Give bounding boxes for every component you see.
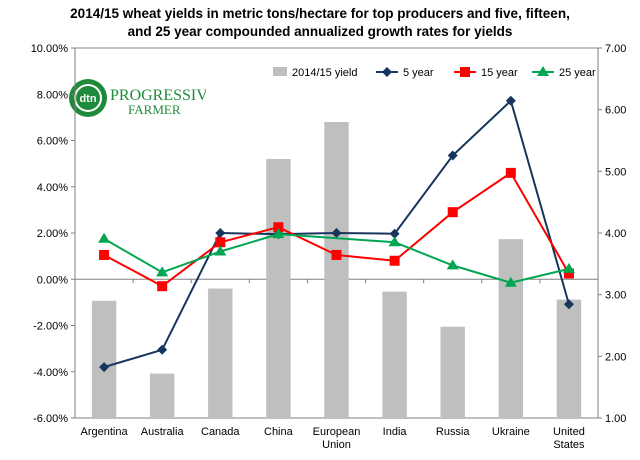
- marker-5-year: [505, 95, 516, 106]
- svg-text:dtn: dtn: [79, 93, 96, 105]
- marker-5-year: [331, 228, 342, 238]
- marker-15-year: [331, 249, 342, 260]
- left-axis-tick-label: 0.00%: [37, 274, 68, 286]
- category-label: India: [383, 426, 408, 438]
- marker-15-year: [447, 207, 458, 218]
- legend-label-15-year: 15 year: [481, 67, 518, 79]
- category-label: Canada: [201, 426, 240, 438]
- category-label: United: [553, 426, 585, 438]
- marker-15-year: [389, 255, 400, 266]
- category-label: Russia: [436, 426, 471, 438]
- category-label: China: [264, 426, 294, 438]
- right-axis-tick-label: 6.00: [605, 105, 626, 117]
- marker-25-year: [562, 262, 575, 273]
- left-axis-tick-label: -2.00%: [33, 321, 68, 333]
- left-axis-tick-label: 2.00%: [37, 228, 68, 240]
- right-axis-tick-label: 7.00: [605, 43, 626, 55]
- marker-5-year: [563, 299, 574, 310]
- marker-15-year: [99, 249, 110, 260]
- right-axis-tick-label: 3.00: [605, 290, 626, 302]
- marker-25-year: [98, 232, 111, 243]
- svg-text:PROGRESSIVE: PROGRESSIVE: [110, 87, 206, 104]
- left-axis-tick-label: 10.00%: [31, 43, 69, 55]
- marker-25-year: [156, 266, 169, 277]
- legend-marker-25-year: [537, 66, 549, 76]
- legend-marker-15-year: [460, 67, 470, 77]
- bar-2014-15-yield: [440, 326, 465, 418]
- category-label: Union: [322, 439, 351, 451]
- left-axis-tick-label: -4.00%: [33, 367, 68, 379]
- chart-title-line-1: 2014/15 wheat yields in metric tons/hect…: [70, 6, 570, 21]
- right-axis-tick-label: 2.00: [605, 351, 626, 363]
- bar-2014-15-yield: [91, 300, 117, 418]
- legend-label-2014-15-yield: 2014/15 yield: [292, 67, 357, 79]
- marker-15-year: [157, 281, 168, 292]
- bar-2014-15-yield: [498, 239, 524, 418]
- svg-text:FARMER: FARMER: [128, 102, 181, 117]
- legend-label-5-year: 5 year: [403, 67, 434, 79]
- right-axis-tick-label: 4.00: [605, 228, 626, 240]
- marker-15-year: [273, 222, 284, 233]
- marker-25-year: [272, 228, 285, 239]
- marker-15-year: [215, 237, 226, 248]
- line-25-year: [103, 233, 570, 284]
- marker-15-year: [563, 268, 574, 279]
- category-label: Argentina: [81, 426, 129, 438]
- category-label: Ukraine: [492, 426, 530, 438]
- category-label: States: [553, 439, 585, 451]
- legend-swatch-2014-15-yield: [273, 67, 287, 76]
- category-label: Australia: [141, 426, 185, 438]
- right-axis-tick-label: 5.00: [605, 166, 626, 178]
- chart-title-line-2: and 25 year compounded annualized growth…: [127, 24, 513, 39]
- marker-25-year: [504, 276, 517, 287]
- marker-5-year: [215, 228, 226, 238]
- left-axis-tick-label: 8.00%: [37, 89, 68, 101]
- left-axis-tick-label: -6.00%: [33, 413, 68, 425]
- bar-2014-15-yield: [382, 291, 407, 418]
- bar-2014-15-yield: [556, 299, 582, 418]
- left-axis-tick-label: 6.00%: [37, 136, 68, 148]
- right-axis-tick-label: 1.00: [605, 413, 626, 425]
- marker-25-year: [214, 245, 227, 256]
- marker-25-year: [388, 236, 401, 247]
- marker-5-year: [99, 362, 110, 373]
- progressive-farmer-logo: dtn PROGRESSIVE FARMER: [66, 76, 218, 120]
- category-label: European: [313, 426, 361, 438]
- marker-5-year: [447, 150, 458, 161]
- marker-5-year: [389, 228, 400, 239]
- marker-5-year: [157, 344, 168, 355]
- bar-2014-15-yield: [149, 373, 175, 418]
- legend-label-25-year: 25 year: [559, 67, 596, 79]
- bar-2014-15-yield: [324, 122, 349, 418]
- marker-25-year: [446, 259, 459, 270]
- left-axis-tick-label: 4.00%: [37, 182, 68, 194]
- marker-15-year: [505, 167, 516, 178]
- bar-2014-15-yield: [266, 159, 291, 418]
- legend-marker-5-year: [382, 67, 392, 77]
- bar-2014-15-yield: [208, 288, 233, 418]
